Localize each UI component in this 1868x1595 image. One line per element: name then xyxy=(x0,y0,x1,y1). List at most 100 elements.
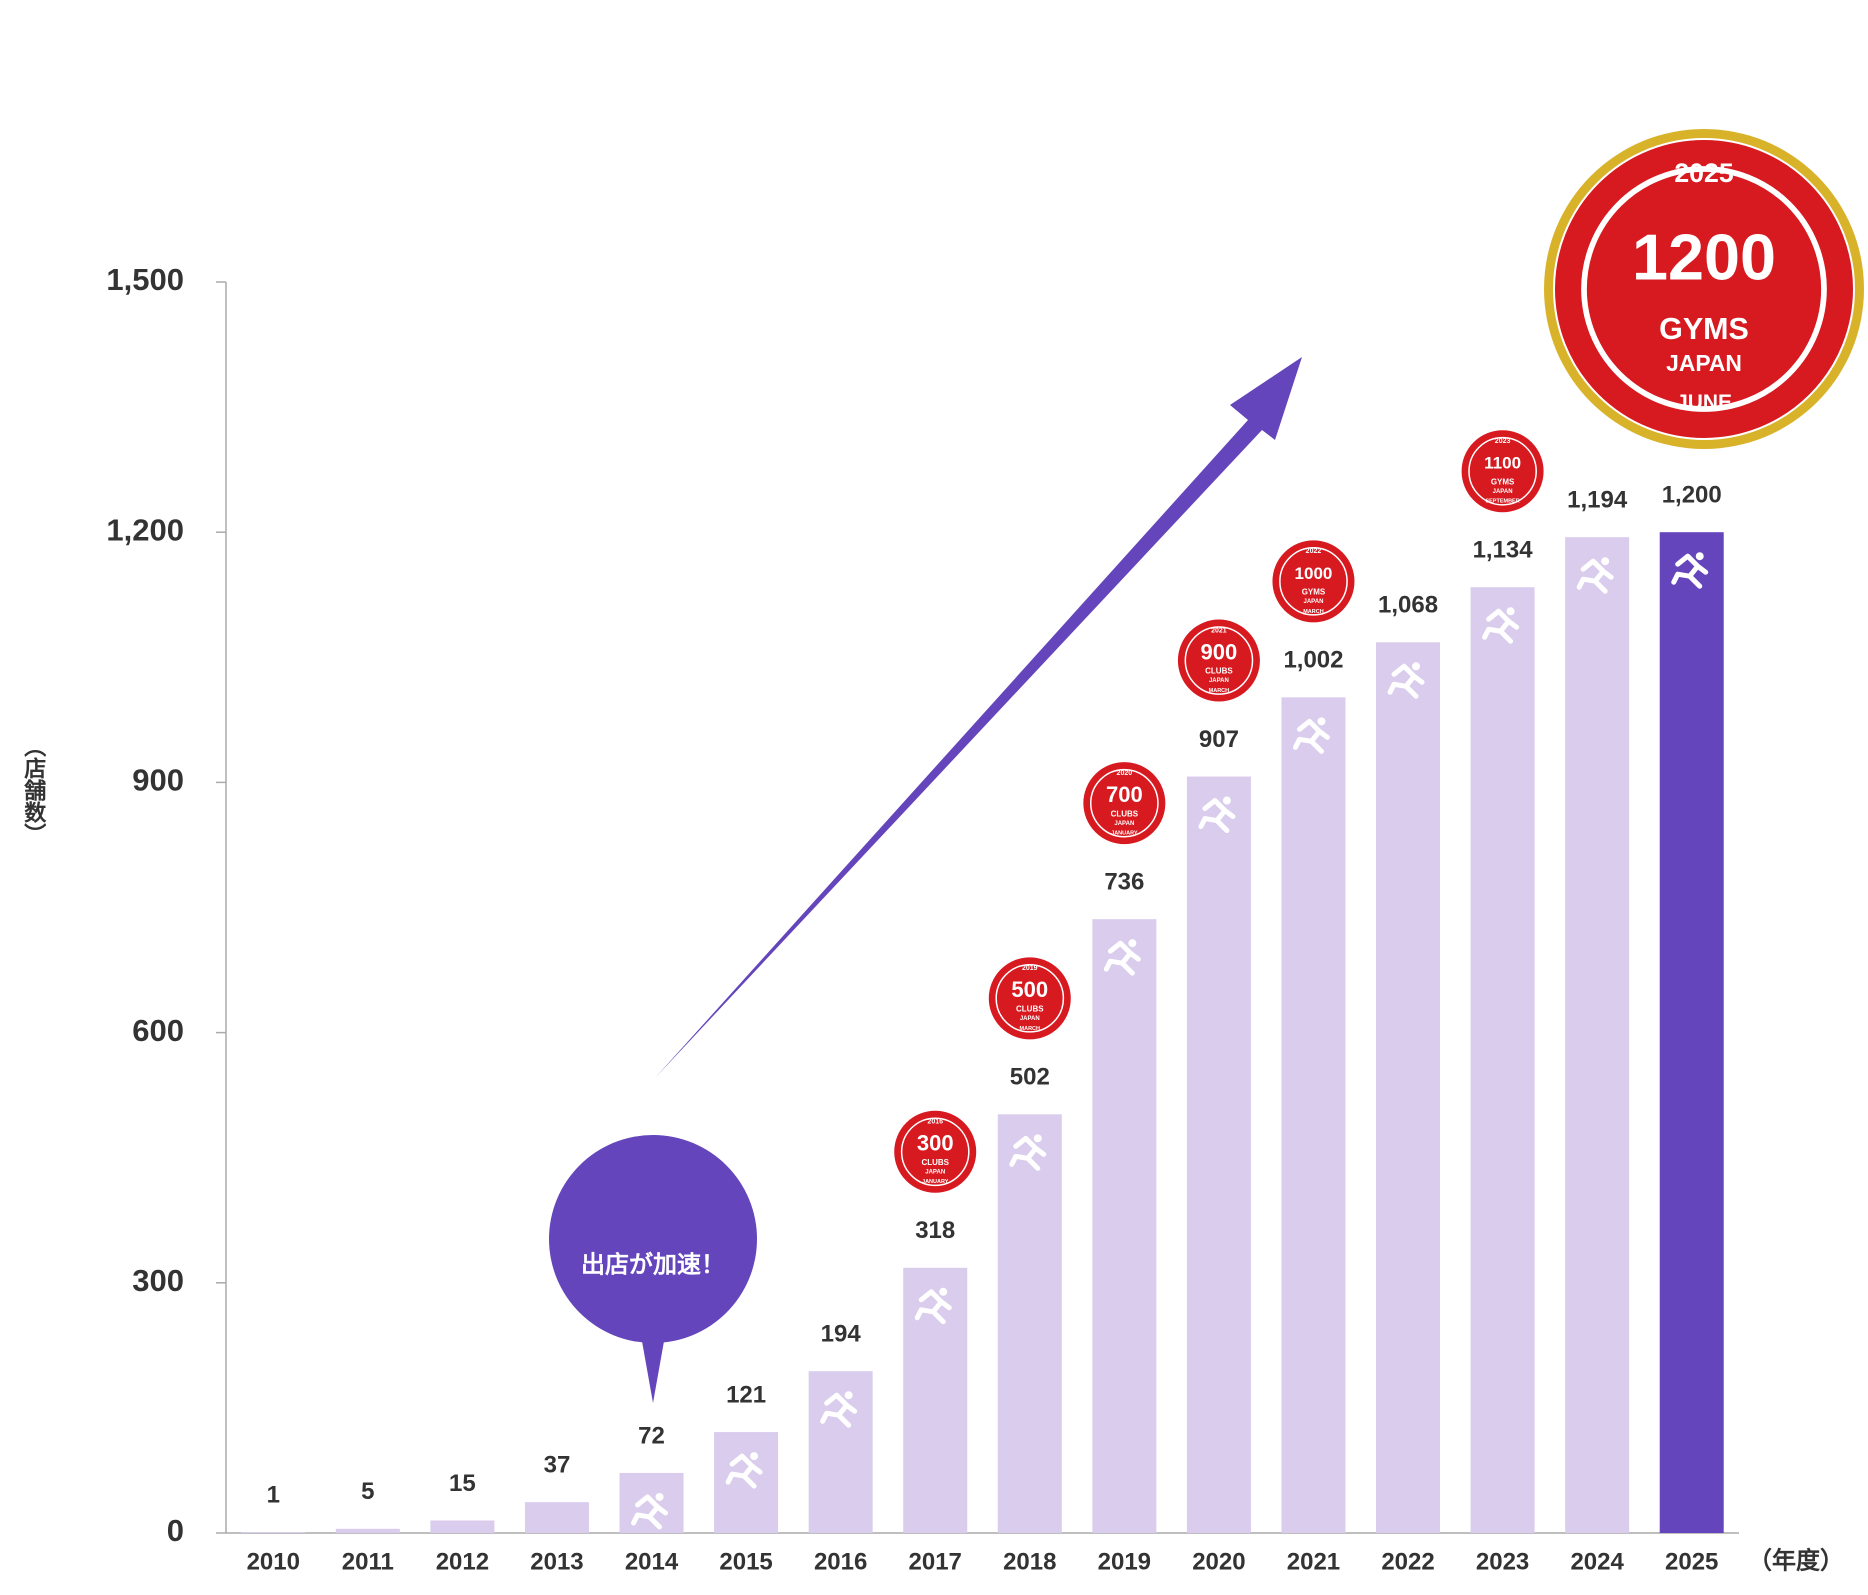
value-label: 1,200 xyxy=(1662,482,1722,509)
runner-icon xyxy=(1198,796,1236,834)
callout-tail xyxy=(640,1330,666,1403)
x-tick-label: 2014 xyxy=(625,1548,679,1575)
bar xyxy=(1659,532,1724,1533)
runner-icon xyxy=(1387,662,1425,699)
runner-body xyxy=(725,1453,763,1489)
runner-body xyxy=(1103,940,1141,976)
bar xyxy=(1376,642,1441,1533)
callout-bubble xyxy=(549,1135,757,1343)
y-axis-label: （店舗数） xyxy=(21,735,47,845)
y-tick-label: 1,500 xyxy=(106,262,184,297)
badge-number: 1100 xyxy=(1484,454,1521,473)
badge-number: 500 xyxy=(1011,977,1048,1002)
badge xyxy=(1270,538,1357,625)
badge xyxy=(1553,138,1855,440)
badge-month: JUNE xyxy=(1676,391,1732,414)
runner-head xyxy=(1222,796,1231,805)
badge-country: JAPAN xyxy=(1114,821,1134,827)
bar xyxy=(1092,919,1157,1533)
value-label: 194 xyxy=(821,1321,862,1348)
bar xyxy=(335,1528,400,1533)
value-label: 318 xyxy=(915,1217,955,1244)
runner-head xyxy=(1506,607,1515,616)
value-label: 121 xyxy=(726,1381,766,1408)
bar xyxy=(1565,537,1630,1533)
value-label: 72 xyxy=(638,1422,665,1449)
value-label: 907 xyxy=(1199,726,1239,753)
x-tick-label: 2016 xyxy=(814,1548,867,1575)
runner-icon xyxy=(1482,607,1520,644)
runner-head xyxy=(1601,557,1610,566)
badge-year: 2019 xyxy=(1022,965,1038,972)
badge xyxy=(1459,428,1546,515)
badge-ring xyxy=(1184,626,1254,695)
x-tick-label: 2017 xyxy=(909,1548,962,1575)
value-label: 736 xyxy=(1104,869,1144,896)
badge-month: SEPTEMBER xyxy=(1485,499,1519,505)
runner-icon xyxy=(1292,717,1330,754)
badge-year: 2016 xyxy=(927,1119,943,1126)
badge-month: JANUARY xyxy=(922,1179,949,1185)
badge-unit: GYMS xyxy=(1302,587,1326,596)
badge-unit: CLUBS xyxy=(1111,809,1139,818)
runner-icon xyxy=(631,1492,669,1530)
badge-country: JAPAN xyxy=(1304,599,1324,605)
x-tick-label: 2010 xyxy=(247,1548,300,1575)
badge-unit: CLUBS xyxy=(1205,667,1233,676)
runner-icon xyxy=(1009,1134,1047,1171)
runner-body xyxy=(1009,1135,1047,1171)
runner-head xyxy=(1695,552,1704,561)
x-tick-label: 2012 xyxy=(436,1548,489,1575)
runner-body xyxy=(1387,663,1425,699)
badge-ring xyxy=(995,963,1065,1033)
bar xyxy=(714,1432,779,1533)
runner-body xyxy=(914,1289,952,1325)
bar xyxy=(524,1502,589,1533)
runner-icon xyxy=(1671,552,1709,589)
badge-number: 300 xyxy=(917,1131,954,1156)
value-label: 15 xyxy=(449,1470,476,1497)
runner-head xyxy=(1033,1134,1042,1143)
value-label: 5 xyxy=(361,1478,374,1505)
value-label: 1,194 xyxy=(1567,487,1628,514)
runner-head xyxy=(750,1452,759,1461)
badge-month: JANUARY xyxy=(1111,831,1138,837)
badge-country: JAPAN xyxy=(1493,489,1513,495)
runner-head xyxy=(655,1492,664,1501)
badge-month: MARCH xyxy=(1303,609,1323,615)
runner-body xyxy=(1482,608,1520,644)
badge-unit: GYMS xyxy=(1659,312,1749,346)
runner-head xyxy=(1128,939,1137,948)
runner-body xyxy=(1671,553,1709,589)
badge-year: 2020 xyxy=(1117,770,1133,777)
runner-icon xyxy=(914,1287,952,1325)
x-tick-label: 2024 xyxy=(1570,1548,1624,1575)
x-unit: （年度） xyxy=(1748,1546,1844,1574)
badge-ring xyxy=(1089,768,1159,838)
y-tick-label: 600 xyxy=(132,1013,184,1048)
runner-body xyxy=(820,1392,858,1428)
badge-year: 2022 xyxy=(1306,548,1322,555)
badge-number: 900 xyxy=(1201,639,1238,664)
x-tick-label: 2023 xyxy=(1476,1548,1529,1575)
badge-unit: GYMS xyxy=(1491,477,1515,486)
y-tick-label: 900 xyxy=(132,763,184,798)
runner-head xyxy=(844,1391,853,1400)
y-tick-label: 300 xyxy=(132,1263,184,1298)
badge xyxy=(986,955,1073,1042)
badge-unit: CLUBS xyxy=(921,1158,949,1167)
runner-head xyxy=(939,1287,948,1296)
badge-country: JAPAN xyxy=(1020,1016,1040,1022)
badge-country: JAPAN xyxy=(925,1169,945,1175)
y-tick-label: 0 xyxy=(167,1513,184,1548)
x-tick-label: 2020 xyxy=(1192,1548,1245,1575)
badge-month: MARCH xyxy=(1209,688,1229,694)
x-tick-label: 2022 xyxy=(1381,1548,1434,1575)
x-tick-label: 2011 xyxy=(342,1548,394,1575)
runner-head xyxy=(1317,717,1326,726)
x-tick-label: 2019 xyxy=(1098,1548,1151,1575)
bar xyxy=(430,1520,495,1533)
value-label: 1,134 xyxy=(1473,537,1534,564)
